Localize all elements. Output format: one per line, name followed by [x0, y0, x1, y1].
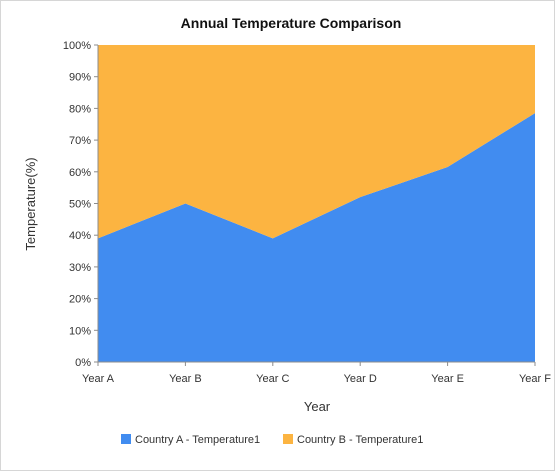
x-tick-label: Year F [519, 373, 551, 385]
x-tick-label: Year B [169, 373, 202, 385]
x-axis: Year A Year B Year C Year D Year E Year F [82, 362, 551, 385]
y-tick-label: 50% [69, 199, 91, 211]
x-tick-label: Year E [431, 373, 464, 385]
y-tick-label: 10% [69, 325, 91, 337]
y-tick-label: 60% [69, 167, 91, 179]
x-tick-label: Year C [256, 373, 289, 385]
y-axis-label: Temperature(%) [23, 157, 38, 250]
y-tick-label: 0% [75, 357, 91, 369]
y-tick-label: 70% [69, 135, 91, 147]
legend: Country A - Temperature1 Country B - Temp… [121, 434, 423, 446]
y-axis: 0% 10% 20% 30% 40% 50% 60% 70% 80% 90% 100% [63, 40, 98, 369]
x-axis-label: Year [304, 399, 331, 414]
chart-title: Annual Temperature Comparison [181, 15, 402, 31]
y-tick-label: 100% [63, 40, 91, 52]
legend-label-2: Country B - Temperature1 [297, 434, 423, 446]
y-tick-label: 80% [69, 103, 91, 115]
y-tick-label: 30% [69, 262, 91, 274]
x-tick-label: Year D [344, 373, 377, 385]
legend-swatch-1 [121, 434, 131, 444]
plot-area [98, 45, 535, 362]
y-tick-label: 20% [69, 294, 91, 306]
y-tick-label: 90% [69, 72, 91, 84]
legend-swatch-2 [283, 434, 293, 444]
y-tick-label: 40% [69, 230, 91, 242]
x-tick-label: Year A [82, 373, 115, 385]
legend-label-1: Country A - Temperature1 [135, 434, 260, 446]
